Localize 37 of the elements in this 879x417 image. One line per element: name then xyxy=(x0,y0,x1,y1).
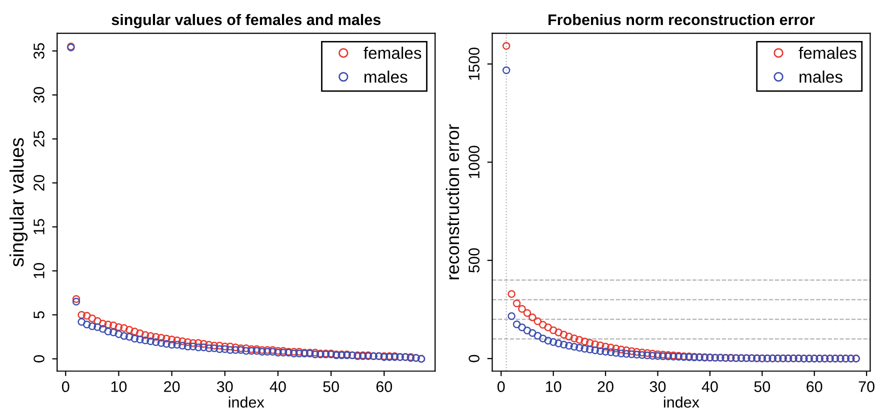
x-tick-label: 20 xyxy=(598,381,614,392)
legend-label: females xyxy=(798,46,856,59)
x-tick-label: 60 xyxy=(376,381,392,392)
x-tick-label: 0 xyxy=(62,381,70,392)
y-axis-title: singular values xyxy=(9,138,28,267)
y-tick-label: 15 xyxy=(34,219,44,234)
legend-label: males xyxy=(800,70,842,83)
chart-title: singular values of females and males xyxy=(112,14,381,28)
x-tick-label: 40 xyxy=(270,381,286,392)
y-tick-label: 10 xyxy=(34,262,44,278)
x-tick-label: 40 xyxy=(702,381,718,392)
y-tick-label: 20 xyxy=(34,174,44,191)
x-tick-label: 70 xyxy=(858,381,874,392)
y-tick-label: 1500 xyxy=(468,48,480,80)
x-tick-label: 50 xyxy=(323,381,339,392)
chart-title: Frobenius norm reconstruction error xyxy=(548,14,815,26)
x-tick-label: 0 xyxy=(497,381,505,392)
legend-label: females xyxy=(364,46,422,59)
x-axis-title: index xyxy=(664,396,700,408)
y-tick-label: 0 xyxy=(468,354,480,362)
x-tick-label: 50 xyxy=(754,381,770,392)
y-tick-label: 5 xyxy=(34,311,44,318)
x-tick-label: 30 xyxy=(216,381,233,392)
y-tick-label: 35 xyxy=(34,43,44,59)
x-axis-title: index xyxy=(228,396,264,408)
y-axis-title: reconstruction error xyxy=(446,124,460,280)
x-tick-label: 30 xyxy=(650,381,666,392)
y-tick-label: 25 xyxy=(34,131,44,147)
x-tick-label: 20 xyxy=(164,381,180,392)
x-tick-label: 10 xyxy=(546,381,562,392)
y-tick-label: 1000 xyxy=(468,146,480,178)
y-tick-label: 30 xyxy=(34,87,44,103)
y-tick-label: 0 xyxy=(34,355,44,362)
y-tick-label: 500 xyxy=(468,248,480,273)
legend-label: males xyxy=(364,70,408,83)
x-tick-label: 60 xyxy=(806,381,822,392)
x-tick-label: 10 xyxy=(111,381,127,392)
